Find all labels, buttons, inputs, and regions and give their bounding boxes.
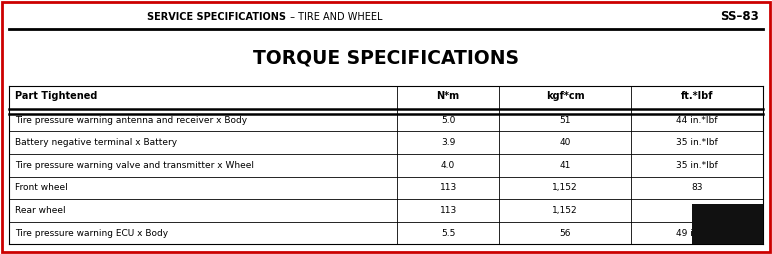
Text: 44 in.*lbf: 44 in.*lbf: [676, 116, 717, 125]
Text: SS: SS: [716, 215, 740, 233]
Text: 56: 56: [559, 229, 571, 237]
Text: 5.5: 5.5: [441, 229, 455, 237]
Text: 40: 40: [559, 138, 571, 147]
Text: TORQUE SPECIFICATIONS: TORQUE SPECIFICATIONS: [253, 49, 519, 68]
Text: N*m: N*m: [437, 91, 459, 101]
Text: kgf*cm: kgf*cm: [546, 91, 584, 101]
Text: 83: 83: [691, 206, 703, 215]
Text: 35 in.*lbf: 35 in.*lbf: [676, 161, 718, 170]
Text: Battery negative terminal x Battery: Battery negative terminal x Battery: [15, 138, 178, 147]
Text: 1,152: 1,152: [552, 183, 577, 193]
Text: 83: 83: [691, 183, 703, 193]
Text: Part Tightened: Part Tightened: [15, 91, 98, 101]
Text: SERVICE SPECIFICATIONS: SERVICE SPECIFICATIONS: [147, 11, 286, 22]
Text: Tire pressure warning valve and transmitter x Wheel: Tire pressure warning valve and transmit…: [15, 161, 254, 170]
Text: 5.0: 5.0: [441, 116, 455, 125]
Text: 41: 41: [559, 161, 571, 170]
Text: 113: 113: [439, 206, 457, 215]
Text: Tire pressure warning ECU x Body: Tire pressure warning ECU x Body: [15, 229, 168, 237]
Text: SS–83: SS–83: [720, 10, 759, 23]
Text: 51: 51: [559, 116, 571, 125]
Text: 49 in.*lbf: 49 in.*lbf: [676, 229, 718, 237]
Text: 3.9: 3.9: [441, 138, 455, 147]
Text: 1,152: 1,152: [552, 206, 577, 215]
Text: – TIRE AND WHEEL: – TIRE AND WHEEL: [287, 11, 383, 22]
Text: Rear wheel: Rear wheel: [15, 206, 66, 215]
Text: 35 in.*lbf: 35 in.*lbf: [676, 138, 718, 147]
Text: 4.0: 4.0: [441, 161, 455, 170]
Text: ft.*lbf: ft.*lbf: [681, 91, 713, 101]
Text: Tire pressure warning antenna and receiver x Body: Tire pressure warning antenna and receiv…: [15, 116, 247, 125]
Text: 113: 113: [439, 183, 457, 193]
Text: Front wheel: Front wheel: [15, 183, 68, 193]
